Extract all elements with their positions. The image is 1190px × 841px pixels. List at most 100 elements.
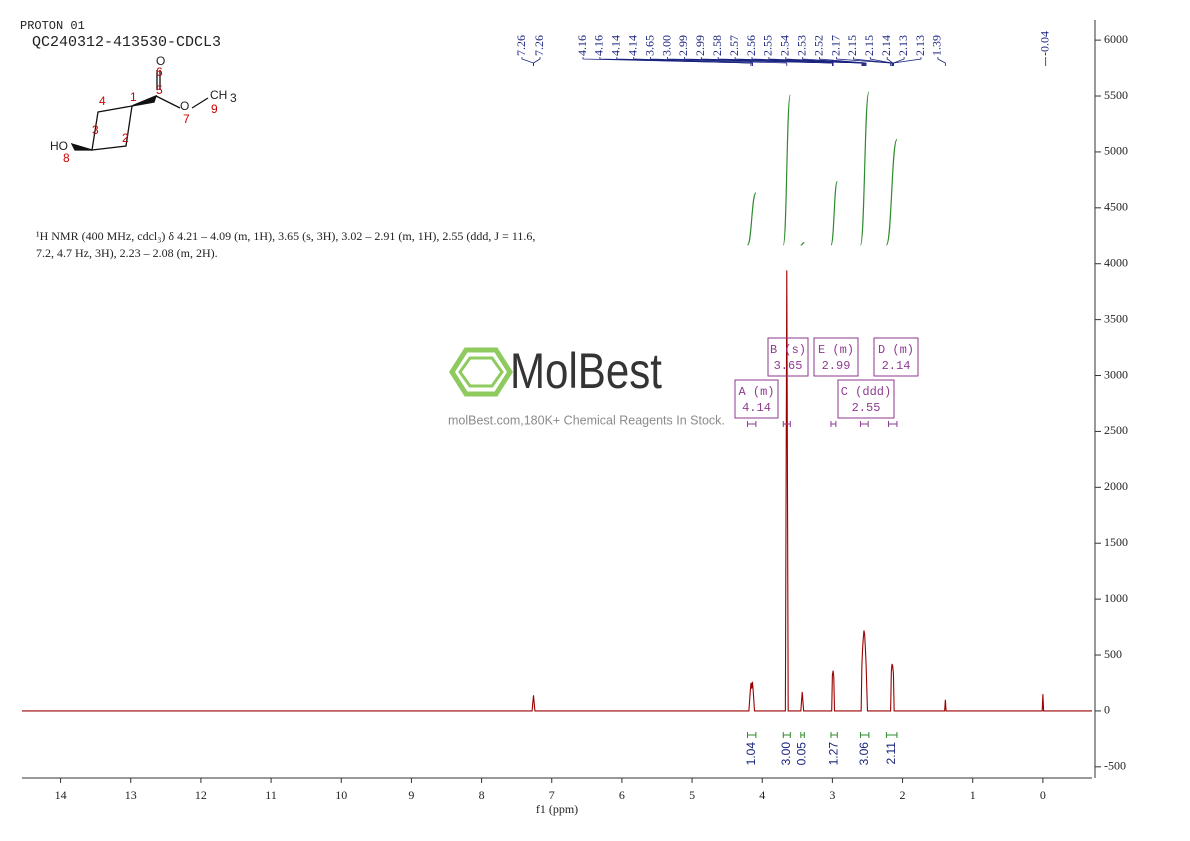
peak-label: 2.53 <box>794 35 808 56</box>
y-tick-label: 500 <box>1104 647 1122 661</box>
peak-connector <box>521 57 534 66</box>
peak-label: 4.16 <box>592 35 606 56</box>
multiplet-name: A (m) <box>738 385 774 399</box>
x-tick-label: 0 <box>1040 788 1046 802</box>
multiplet-name: B (s) <box>770 343 806 357</box>
peak-label: 2.14 <box>879 35 893 56</box>
y-tick-label: 2000 <box>1104 479 1128 493</box>
x-tick-label: 13 <box>125 788 137 802</box>
y-tick-label: 4500 <box>1104 200 1128 214</box>
integral-label: 3.00 <box>779 742 793 766</box>
multiplet-box <box>813 337 859 377</box>
multiplet-range <box>859 421 869 427</box>
integral-bracket <box>885 732 898 738</box>
integral-curve <box>782 94 791 246</box>
y-tick-label: 0 <box>1104 703 1110 717</box>
multiplet-name: E (m) <box>818 343 854 357</box>
y-tick-label: 4000 <box>1104 255 1128 269</box>
peak-connector <box>893 57 922 66</box>
molecule <box>70 70 209 151</box>
integral-bracket <box>830 732 838 738</box>
peak-label: 4.16 <box>575 35 589 56</box>
integral-bracket <box>859 732 870 738</box>
peak-connector <box>633 57 753 66</box>
multiplet-box <box>873 337 919 377</box>
peak-label: 3.00 <box>659 35 673 56</box>
peak-connector <box>937 57 946 66</box>
integral-bracket <box>782 732 791 738</box>
peak-connector <box>533 57 541 66</box>
peak-connector <box>700 57 834 66</box>
molecule-labels: O O CH 3 HO 1 2 3 4 5 6 7 8 9 <box>50 54 237 165</box>
atom-number: 6 <box>156 65 163 79</box>
multiplet-shift: 4.14 <box>742 401 771 415</box>
x-tick-label: 7 <box>549 788 555 802</box>
spectrum <box>22 270 1092 712</box>
multiplet-range <box>782 421 791 427</box>
nmr-description: ¹H NMR (400 MHz, cdcl₃) δ 4.21 – 4.09 (m… <box>36 229 535 243</box>
integral-label: 0.05 <box>795 742 809 766</box>
y-tick-label: 1000 <box>1104 591 1128 605</box>
atom: CH <box>210 88 227 102</box>
peak-label: 2.13 <box>896 35 910 56</box>
x-tick-label: 2 <box>900 788 906 802</box>
peak-label: 2.99 <box>676 35 690 56</box>
peak-label: 7.26 <box>514 35 528 56</box>
tagline: molBest.com,180K+ Chemical Reagents In S… <box>448 413 725 427</box>
integral-curve <box>885 138 898 246</box>
peak-label: 2.58 <box>710 35 724 56</box>
atom: HO <box>50 139 68 153</box>
peak-label: -0.04 <box>1037 31 1051 56</box>
y-tick-label: -500 <box>1104 759 1126 773</box>
multiplet-shift: 2.14 <box>882 359 911 373</box>
y-tick-label: 3500 <box>1104 311 1128 325</box>
x-tick-label: 10 <box>335 788 347 802</box>
atom-number: 5 <box>156 83 163 97</box>
peak-label: 2.52 <box>811 35 825 56</box>
peak-label: 4.14 <box>609 35 623 56</box>
integral-label: 2.11 <box>884 742 898 765</box>
y-tick-label: 2500 <box>1104 423 1128 437</box>
multiplet-shift: 2.99 <box>822 359 851 373</box>
peak-connector <box>802 57 866 66</box>
x-tick-label: 14 <box>55 788 67 802</box>
x-tick-label: 9 <box>408 788 414 802</box>
atom-number: 9 <box>211 102 218 116</box>
x-tick-label: 4 <box>759 788 765 802</box>
y-tick-label: 3000 <box>1104 367 1128 381</box>
peak-label: 2.54 <box>778 35 792 56</box>
integral-label: 3.06 <box>857 742 871 766</box>
peak-connector <box>768 57 865 66</box>
multiplet-shift: 2.55 <box>852 401 881 415</box>
y-tick-label: 6000 <box>1104 32 1128 46</box>
integral-curve <box>800 241 805 246</box>
peak-connector <box>785 57 866 66</box>
bond <box>91 70 209 151</box>
integral-label: 1.27 <box>826 742 840 766</box>
integral-bracket <box>800 732 805 738</box>
atom-number: 7 <box>183 112 190 126</box>
atom-number: 3 <box>92 123 99 137</box>
multiplet-range <box>888 421 898 427</box>
x-tick-label: 6 <box>619 788 625 802</box>
peak-label: 2.15 <box>862 35 876 56</box>
logo <box>449 347 513 397</box>
peak-label: 1.39 <box>930 35 944 56</box>
peak-label: 2.13 <box>913 35 927 56</box>
peak-connector <box>650 57 788 66</box>
x-tick-label: 11 <box>265 788 277 802</box>
integral-curve <box>830 180 838 246</box>
x-tick-label: 12 <box>195 788 207 802</box>
brand: MolBest <box>510 343 662 399</box>
sample-id: QC240312-413530-CDCL3 <box>32 34 221 51</box>
nmr-description: 7.2, 4.7 Hz, 3H), 2.23 – 2.08 (m, 2H). <box>36 246 218 260</box>
multiplet-name: D (m) <box>878 343 914 357</box>
y-tick-label: 1500 <box>1104 535 1128 549</box>
wedge <box>70 94 158 151</box>
peak-label: 7.26 <box>532 35 546 56</box>
peak-connector <box>836 57 892 66</box>
atom: O <box>180 99 189 113</box>
atom-number: 2 <box>122 131 129 145</box>
